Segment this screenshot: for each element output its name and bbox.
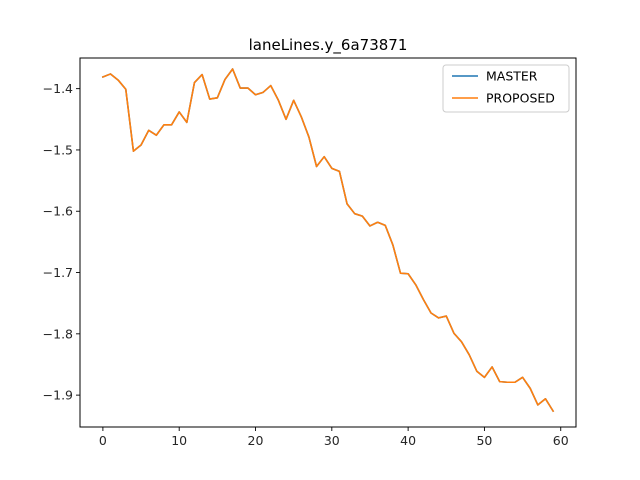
plot-lines xyxy=(101,68,555,413)
axes-frame xyxy=(79,57,577,428)
x-tick-label: 40 xyxy=(400,433,416,448)
y-tick-label: −1.5 xyxy=(43,142,73,157)
y-tick-label: −1.4 xyxy=(43,81,73,96)
x-tick-label: 30 xyxy=(324,433,340,448)
y-tick-label: −1.8 xyxy=(43,326,73,341)
y-axis: −1.4 −1.5 −1.6 −1.7 −1.8 −1.9 xyxy=(43,81,80,403)
legend-label-master: MASTER xyxy=(486,69,538,84)
legend: MASTER PROPOSED xyxy=(442,64,570,113)
x-tick-label: 10 xyxy=(171,433,187,448)
x-tick-label: 20 xyxy=(248,433,264,448)
y-tick-label: −1.9 xyxy=(43,388,73,403)
x-tick-label: 0 xyxy=(99,433,107,448)
x-tick-label: 60 xyxy=(553,433,569,448)
y-tick-label: −1.7 xyxy=(43,265,73,280)
y-tick-label: −1.6 xyxy=(43,204,73,219)
series-line-proposed xyxy=(101,68,555,413)
x-tick-label: 50 xyxy=(476,433,492,448)
legend-label-proposed: PROPOSED xyxy=(486,91,555,106)
chart-title: laneLines.y_6a73871 xyxy=(249,36,408,55)
x-axis: 0 10 20 30 40 50 60 xyxy=(99,427,569,448)
